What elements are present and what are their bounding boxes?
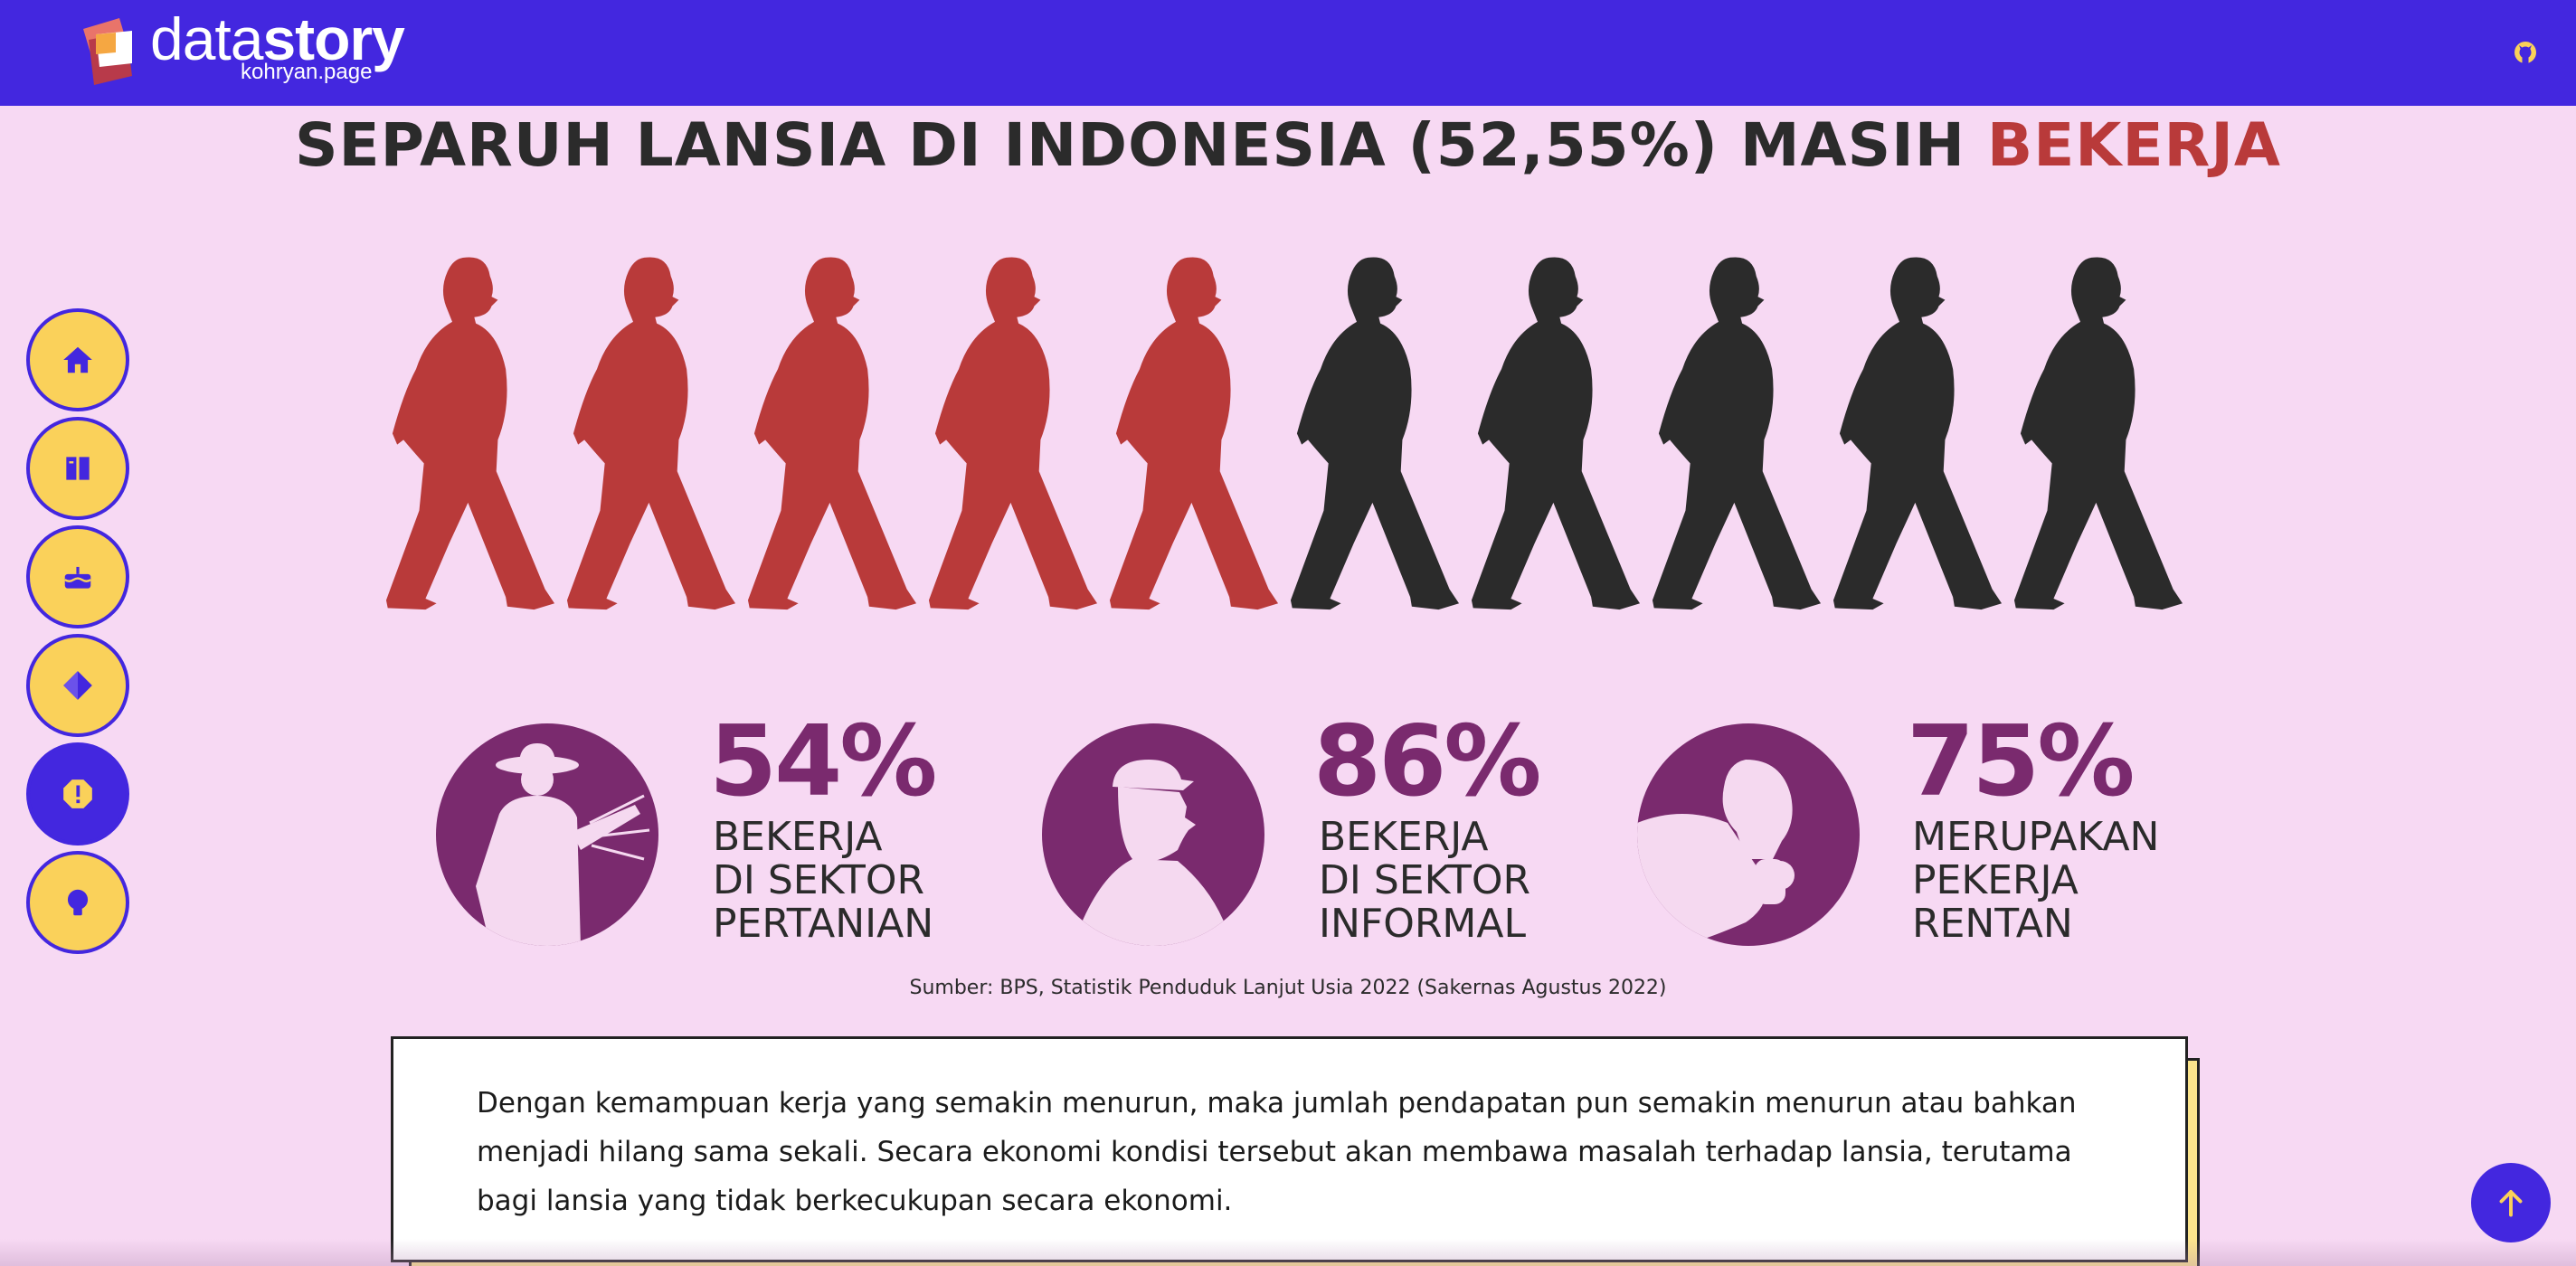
top-navbar: datastory kohryan.page — [0, 0, 2576, 106]
working-elderly-figure — [385, 257, 555, 610]
home-icon — [63, 346, 92, 373]
stat-label: BEKERJA DI SEKTOR INFORMAL — [1319, 814, 1531, 947]
stat-agriculture: 54% BEKERJA DI SEKTOR PERTANIAN — [436, 708, 942, 950]
source-note: Sumber: BPS, Statistik Penduduk Lanjut U… — [909, 977, 1667, 999]
lightbulb-icon — [67, 889, 89, 916]
alert-icon — [63, 779, 92, 808]
nav-diamond-button[interactable] — [26, 634, 129, 737]
nav-cake-button[interactable] — [26, 525, 129, 628]
diamond-icon — [63, 671, 92, 700]
stat-value: 75% — [1907, 705, 2136, 818]
scroll-top-button[interactable] — [2471, 1163, 2551, 1242]
page-title: SEPARUH LANSIA DI INDONESIA (52,55%) MAS… — [295, 110, 2281, 180]
book-icon — [66, 457, 90, 480]
working-elderly-figure — [1109, 257, 1279, 610]
stat-label: MERUPAKAN PEKERJA RENTAN — [1912, 814, 2160, 947]
stat-label: BEKERJA DI SEKTOR PERTANIAN — [713, 814, 934, 947]
farmer-icon — [436, 723, 658, 946]
stat-value: 54% — [709, 705, 938, 818]
logo-mark-icon — [83, 18, 132, 85]
stat-value: 86% — [1313, 705, 1542, 818]
working-elderly-figure — [566, 257, 736, 610]
thinking-man-icon — [1637, 723, 1860, 946]
narrative-text: Dengan kemampuan kerja yang semakin menu… — [477, 1087, 2077, 1217]
nav-alert-button[interactable] — [26, 742, 129, 846]
elderly-man-icon — [1042, 723, 1264, 946]
cake-icon — [64, 566, 91, 589]
working-elderly-figure — [747, 257, 917, 610]
working-elderly-figure — [928, 257, 1098, 610]
title-highlight: BEKERJA — [1986, 110, 2281, 180]
brand-logo[interactable]: datastory kohryan.page — [80, 9, 423, 94]
arrow-up-icon — [2499, 1190, 2523, 1217]
non-working-elderly-figure — [1652, 257, 1822, 610]
narrative-box: Dengan kemampuan kerja yang semakin menu… — [391, 1036, 2188, 1262]
brand-subtitle: kohryan.page — [241, 60, 373, 84]
nav-book-button[interactable] — [26, 417, 129, 520]
non-working-elderly-figure — [1833, 257, 2003, 610]
nav-idea-button[interactable] — [26, 851, 129, 954]
non-working-elderly-figure — [1471, 257, 1641, 610]
non-working-elderly-figure — [2013, 257, 2183, 610]
elderly-pictogram — [380, 210, 2207, 662]
bottom-fade — [0, 1239, 2576, 1266]
brand-name: datastory — [150, 5, 405, 72]
stat-vulnerable: 75% MERUPAKAN PEKERJA RENTAN — [1637, 708, 2180, 950]
github-icon[interactable] — [2511, 38, 2540, 67]
nav-home-button[interactable] — [26, 308, 129, 411]
stat-informal: 86% BEKERJA DI SEKTOR INFORMAL — [1042, 708, 1548, 950]
non-working-elderly-figure — [1290, 257, 1460, 610]
